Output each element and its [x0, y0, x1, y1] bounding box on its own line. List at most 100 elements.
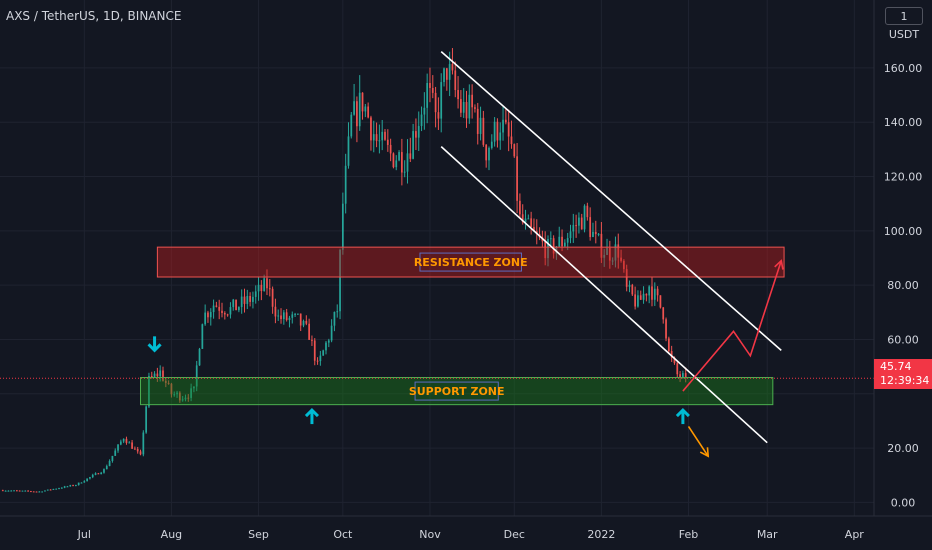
candle[interactable] — [398, 150, 400, 162]
candle[interactable] — [637, 290, 639, 308]
candle[interactable] — [280, 308, 282, 324]
channel-upper-line[interactable] — [440, 50, 782, 351]
candle[interactable] — [656, 286, 659, 302]
candle[interactable] — [485, 143, 488, 168]
candle[interactable] — [482, 110, 485, 147]
candle[interactable] — [257, 276, 260, 301]
candle[interactable] — [533, 218, 535, 232]
candle[interactable] — [423, 92, 426, 130]
candle[interactable] — [32, 491, 35, 493]
candle[interactable] — [429, 67, 431, 103]
candle[interactable] — [263, 274, 266, 292]
candle[interactable] — [223, 311, 226, 320]
candle[interactable] — [114, 448, 117, 456]
candle[interactable] — [645, 293, 648, 302]
candle[interactable] — [651, 277, 653, 307]
candle[interactable] — [100, 471, 103, 475]
candle[interactable] — [358, 75, 361, 131]
candle[interactable] — [409, 137, 412, 163]
candle[interactable] — [465, 90, 468, 128]
candle[interactable] — [620, 249, 622, 263]
candle[interactable] — [667, 336, 670, 353]
candle[interactable] — [639, 290, 642, 300]
candle[interactable] — [361, 92, 364, 120]
candle[interactable] — [7, 490, 10, 492]
candle[interactable] — [266, 269, 268, 296]
candle[interactable] — [103, 468, 105, 474]
candle[interactable] — [648, 285, 651, 304]
candle[interactable] — [510, 120, 513, 149]
candle[interactable] — [66, 485, 69, 488]
candle[interactable] — [170, 382, 173, 398]
candle[interactable] — [555, 245, 558, 260]
candle[interactable] — [15, 489, 18, 492]
descending-channel[interactable] — [440, 50, 782, 444]
candle[interactable] — [27, 490, 29, 492]
candle[interactable] — [164, 377, 167, 388]
candle[interactable] — [420, 106, 423, 132]
candle[interactable] — [89, 476, 91, 480]
candle[interactable] — [684, 367, 687, 383]
candle[interactable] — [434, 86, 437, 128]
candle[interactable] — [308, 318, 311, 340]
candle[interactable] — [386, 129, 389, 152]
candle[interactable] — [676, 360, 679, 378]
candle[interactable] — [519, 193, 521, 218]
candle[interactable] — [139, 449, 142, 456]
candle[interactable] — [437, 97, 440, 130]
channel-lower-line[interactable] — [440, 146, 768, 444]
candle[interactable] — [350, 111, 353, 139]
candle[interactable] — [299, 313, 302, 332]
currency-badge[interactable]: 1 USDT — [885, 7, 923, 41]
candle[interactable] — [209, 308, 212, 326]
candle[interactable] — [659, 295, 662, 309]
candle[interactable] — [72, 484, 74, 487]
candle[interactable] — [268, 279, 271, 297]
candle[interactable] — [159, 365, 162, 382]
candle[interactable] — [372, 120, 375, 153]
candle[interactable] — [563, 239, 566, 248]
candle[interactable] — [642, 286, 645, 304]
candle[interactable] — [597, 233, 600, 237]
candle[interactable] — [52, 488, 55, 490]
candle[interactable] — [240, 289, 243, 314]
candle[interactable] — [617, 233, 620, 269]
candle[interactable] — [330, 319, 333, 343]
candle[interactable] — [603, 249, 606, 267]
candle[interactable] — [364, 104, 367, 118]
candle[interactable] — [392, 152, 395, 169]
candle[interactable] — [24, 490, 27, 492]
candle[interactable] — [417, 111, 420, 151]
candle[interactable] — [215, 301, 218, 308]
candle[interactable] — [10, 490, 13, 492]
candle[interactable] — [479, 106, 482, 141]
candle[interactable] — [238, 306, 240, 313]
candle[interactable] — [445, 67, 448, 91]
candle[interactable] — [496, 118, 499, 148]
candle[interactable] — [282, 310, 285, 325]
candle[interactable] — [291, 311, 294, 324]
candle[interactable] — [572, 213, 575, 243]
candle[interactable] — [662, 306, 665, 324]
candle[interactable] — [167, 380, 170, 385]
candle[interactable] — [431, 75, 434, 99]
bearish-projection-arrow[interactable] — [687, 425, 709, 457]
candle[interactable] — [401, 138, 403, 186]
candle[interactable] — [190, 383, 192, 402]
candle[interactable] — [611, 257, 614, 265]
candle[interactable] — [46, 489, 49, 491]
candle[interactable] — [578, 212, 580, 234]
candle[interactable] — [395, 155, 398, 171]
candle[interactable] — [249, 292, 251, 307]
candle[interactable] — [631, 283, 634, 297]
candle[interactable] — [1, 489, 4, 492]
candle[interactable] — [499, 122, 502, 150]
candle[interactable] — [243, 288, 246, 313]
candle[interactable] — [83, 480, 86, 483]
candle[interactable] — [353, 83, 355, 116]
candle[interactable] — [254, 285, 257, 304]
candle[interactable] — [195, 360, 198, 392]
candle[interactable] — [378, 124, 381, 154]
candle[interactable] — [594, 220, 597, 244]
